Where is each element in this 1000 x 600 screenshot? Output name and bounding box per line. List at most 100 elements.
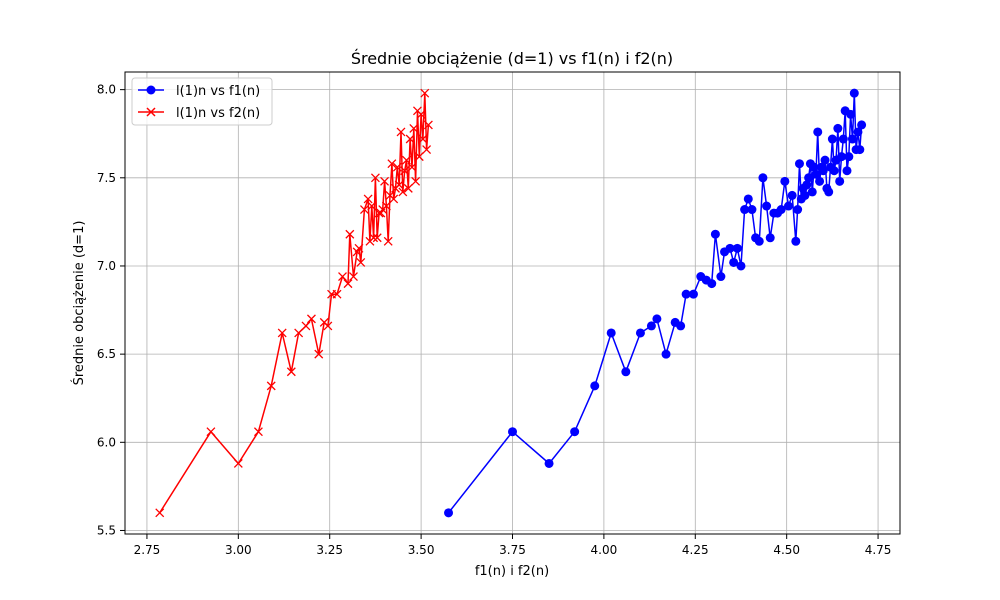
series-1-point [732,243,742,253]
y-tick-label: 8.0 [97,83,116,97]
series-1-point [811,169,821,179]
series-1-point [570,427,580,437]
x-tick-label: 4.25 [682,543,709,557]
series-1-point [747,205,757,215]
series-2-point [418,134,428,144]
series-1-point [707,279,717,289]
legend: l(1)n vs f1(n) l(1)n vs f2(n) [131,77,273,126]
y-axis-label: Średnie obciążenie (d=1) [71,221,87,386]
series-2 [155,88,433,518]
series-1-point [793,205,803,215]
series-1-point [743,194,753,204]
series-2-point [380,176,390,186]
series-1-point [758,173,768,183]
series-1-point [813,127,823,137]
series-1-point [849,88,859,98]
series-2-point [356,257,366,267]
series-2-point [405,134,415,144]
series-1-point [635,328,645,338]
series-1-point [791,236,801,246]
legend-box [131,77,273,126]
series-2-point [411,176,421,186]
x-tick-label: 4.00 [591,543,618,557]
series-1-point [855,145,865,155]
series-1-point [444,508,454,518]
series-2-point [323,321,333,331]
series-2-point [400,166,410,176]
series-2-point [277,328,287,338]
series-2-point [409,123,419,133]
series-2-point [233,459,243,468]
series-2-point [396,127,406,137]
series-2-point [286,367,296,377]
series-1-point [590,381,600,391]
series-1-point [661,349,671,359]
series-1-point [853,127,863,137]
series-2-point [383,236,393,246]
series-1-point [508,427,517,437]
series-1-point [844,152,854,162]
series-2-point [301,321,311,331]
legend-label-series-2: l(1)n vs f2(n) [176,106,260,121]
series-1-point [829,166,839,176]
series-1-point [842,166,852,176]
series-2-point [354,243,364,253]
series-1-point [827,134,837,144]
grid-layer [125,72,900,534]
series-1-point [754,236,764,246]
series-2-point [381,201,391,211]
series-1-point [736,261,746,271]
x-tick-label: 3.00 [225,543,252,557]
series-1-point [815,176,825,186]
series-1-point [794,159,804,169]
series-1-point [804,173,814,183]
series-2-point [370,173,380,183]
series-2-point [343,279,353,289]
series-2-point [407,162,417,172]
y-tick-label: 5.5 [97,523,116,537]
series-1-point [846,109,856,119]
series-1-point [765,233,775,243]
series-1-point [676,321,686,331]
series-1-point [646,321,656,331]
series-1-point [818,166,828,176]
tick-layer: 2.75 3.00 3.25 3.50 3.75 4.00 4.25 4.50 4.75 5.5 6… [97,83,892,557]
series-2-point [392,162,402,172]
series-1-point [780,176,790,186]
series-1-point [857,120,867,130]
x-tick-label: 4.75 [865,543,892,557]
series-2-point [422,145,432,155]
x-tick-label: 2.75 [134,543,161,557]
series-2-point [367,201,377,211]
series-2-point [155,508,165,518]
chart-title: Średnie obciążenie (d=1) vs f1(n) i f2(n… [351,49,673,68]
legend-label-series-1: l(1)n vs f1(n) [176,84,260,99]
series-2-point [314,349,324,359]
series-1-point [725,243,735,253]
series-1-point [784,201,794,211]
series-1-point [809,162,819,172]
series-1-point [800,190,810,200]
series-1-point [824,187,834,197]
series-1-point [716,272,726,282]
series-1-point [544,458,554,468]
x-tick-label: 4.50 [773,543,800,557]
y-tick-label: 7.0 [97,259,116,273]
series-1-point [652,314,662,324]
series-2-point [359,205,369,215]
series-2-point [338,272,347,282]
series-1-point [847,134,857,144]
series-2-point [420,88,430,98]
series-2-point [294,328,304,338]
series-2-point [389,194,399,204]
series-1-point [740,205,750,215]
series-2-point [266,381,276,391]
series-1-point [838,134,848,144]
series-2-point [398,187,408,197]
x-tick-label: 3.25 [316,543,343,557]
x-tick-label: 3.75 [499,543,526,557]
series-2-point [349,272,358,282]
x-axis-label: f1(n) i f2(n) [475,564,549,579]
series-1-point [787,190,797,200]
